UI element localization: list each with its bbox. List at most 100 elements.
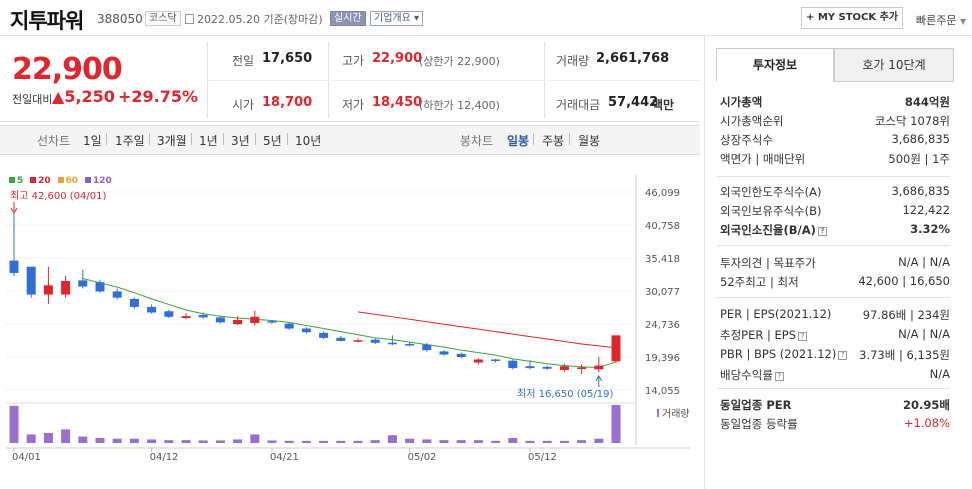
volume-bar	[164, 440, 174, 443]
volume-value: 2,661,768	[596, 51, 670, 66]
info-label: 52주최고 | 최저	[720, 275, 799, 289]
candle	[78, 280, 88, 287]
y-tick-label: 24,736	[645, 320, 680, 331]
prev-close-label: 전일	[232, 54, 255, 68]
company-info-label: 기업개요	[374, 13, 411, 24]
volume-bar	[422, 439, 432, 443]
candle	[473, 359, 483, 363]
volume-bar	[95, 438, 105, 443]
volume-bar	[147, 439, 157, 443]
low-label: 저가	[342, 98, 365, 112]
candle-monthly[interactable]: 월봉	[578, 134, 601, 148]
candle	[370, 339, 380, 343]
period-10y[interactable]: 10년	[295, 134, 322, 148]
period-1d[interactable]: 1일	[83, 134, 102, 148]
company-info-dropdown[interactable]: 기업개요 ▾	[370, 11, 424, 26]
y-tick-label: 30,077	[645, 287, 680, 298]
quote-date: 2022.05.20 기준(장마감)	[185, 11, 323, 27]
volume-bar	[577, 440, 587, 443]
divider	[716, 297, 950, 298]
x-tick-label: 04/01	[12, 452, 41, 463]
y-tick-label: 19,396	[645, 353, 680, 364]
up-arrow-icon: ▲	[52, 87, 65, 106]
y-tick-label: 40,758	[645, 221, 680, 232]
chart-legend: 5 20 60 120	[9, 176, 116, 186]
volume-bar	[78, 436, 88, 443]
info-value: 3,686,835	[891, 184, 950, 198]
stock-header	[0, 0, 972, 36]
candle	[611, 335, 621, 362]
ma5-line	[82, 278, 617, 368]
period-1y[interactable]: 1년	[199, 134, 218, 148]
volume-bar	[233, 439, 243, 443]
realtime-tag[interactable]: 실시간	[330, 11, 366, 26]
candle	[577, 367, 587, 369]
legend-item: 120	[84, 176, 112, 186]
info-label: 시가총액	[720, 95, 763, 109]
high-label: 고가	[342, 54, 365, 68]
help-icon[interactable]: ?	[817, 227, 827, 236]
chevron-down-icon: ▼	[959, 17, 967, 26]
candle	[9, 260, 19, 273]
candle	[594, 365, 604, 370]
candle	[439, 351, 449, 355]
candle	[353, 340, 363, 342]
divider	[207, 42, 208, 118]
divider	[191, 133, 192, 145]
stock-name: 지투파워	[10, 9, 84, 33]
candle	[491, 359, 501, 361]
info-value: 122,422	[902, 203, 950, 217]
volume-bar	[525, 440, 535, 443]
tab-investment-info[interactable]: 투자정보	[716, 48, 834, 82]
add-my-stock-button[interactable]: + MY STOCK 추가	[801, 7, 903, 29]
period-5y[interactable]: 5년	[263, 134, 282, 148]
divider	[255, 133, 256, 145]
divider	[149, 133, 150, 145]
candle-weekly[interactable]: 주봉	[542, 134, 565, 148]
volume-bar	[26, 434, 36, 443]
volume-bar	[301, 440, 311, 443]
price-chart[interactable]: 46,099 40,758 35,418 30,077 24,736 19,396 14,0…	[0, 155, 700, 489]
candle	[250, 316, 260, 323]
info-label: 액면가 | 매매단위	[720, 152, 806, 166]
amount-value: 57,442	[608, 95, 659, 110]
calendar-icon	[185, 14, 194, 24]
volume-label: 거래량	[556, 54, 590, 68]
info-value: 3.73배 | 6,135원	[859, 348, 950, 362]
volume-bar	[112, 438, 122, 443]
candle	[147, 306, 157, 313]
period-3m[interactable]: 3개월	[157, 134, 187, 148]
info-row: 배당수익률? N/A	[720, 367, 950, 383]
period-3y[interactable]: 3년	[231, 134, 250, 148]
x-tick-label: 04/12	[150, 452, 179, 463]
help-icon[interactable]: ?	[838, 351, 848, 360]
period-1w[interactable]: 1주일	[115, 134, 145, 148]
candle	[164, 311, 174, 317]
tab-orderbook[interactable]: 호가 10단계	[834, 48, 954, 82]
volume-bar	[181, 440, 191, 443]
info-value: 3.32%	[910, 222, 950, 236]
volume-bar	[491, 440, 501, 443]
volume-bar	[250, 434, 260, 443]
low-annotation: 최저 16,650 (05/19)	[517, 388, 613, 400]
volume-bar	[456, 440, 466, 443]
volume-bar	[353, 440, 363, 443]
candle	[405, 343, 415, 346]
divider	[223, 133, 224, 145]
candle	[26, 266, 36, 295]
legend-item: 60	[57, 176, 78, 186]
x-tick-label: 05/12	[528, 452, 557, 463]
volume-bar	[284, 440, 294, 443]
info-row: 52주최고 | 최저 42,600 | 16,650	[720, 274, 950, 290]
high-annotation: 최고 42,600 (04/01)	[10, 190, 106, 202]
candle-daily[interactable]: 일봉	[507, 134, 530, 148]
quick-order-button[interactable]: 빠른주문 ▼	[916, 12, 966, 28]
help-icon[interactable]: ?	[798, 332, 808, 341]
chart-toolbar	[0, 125, 700, 155]
info-row: PBR | BPS (2021.12)? 3.73배 | 6,135원	[720, 347, 950, 362]
help-icon[interactable]: ?	[774, 372, 784, 381]
price-summary	[0, 36, 700, 122]
y-tick-label: 46,099	[645, 188, 680, 199]
info-value: N/A	[929, 367, 950, 381]
candle	[284, 323, 294, 329]
